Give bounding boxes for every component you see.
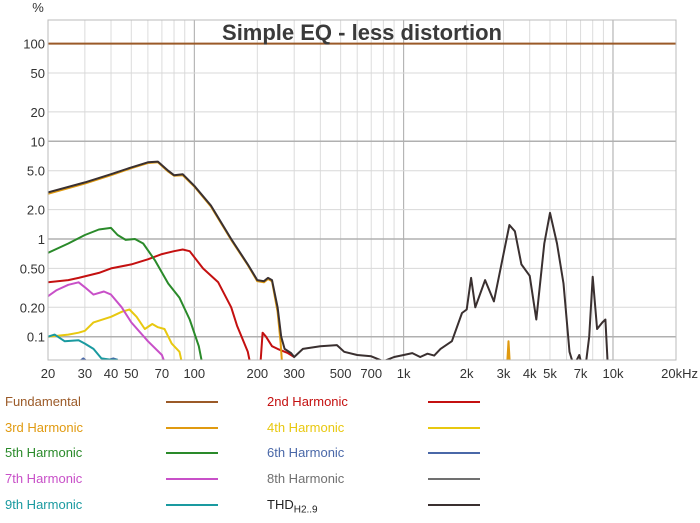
legend-label: 9th Harmonic [5,495,82,515]
x-tick-label: 50 [124,366,138,381]
legend-label-text: 5th Harmonic [5,445,83,461]
legend-label-text: 7th Harmonic [5,471,83,487]
legend-label-text: 8th Harmonic [267,471,345,487]
legend-swatch [428,401,480,403]
x-tick-label: 40 [104,366,118,381]
y-tick-label: 2.0 [27,203,45,218]
x-axis-ticks: 20 30 40 50 70 100 200 300 500 700 1k 2k 3k 4k 5k 7k 10k… [41,366,698,381]
legend-swatch [166,452,218,455]
x-tick-label: 5k [543,366,557,381]
legend-label: 2nd Harmonic [267,392,348,412]
y-tick-label: 100 [23,37,45,52]
x-tick-label: 1k [397,366,411,381]
legend-label-subscript: H2..9 [293,504,318,516]
y-axis-unit: % [32,0,44,15]
legend-swatch [428,503,480,506]
legend-label: 7th Harmonic [5,469,82,489]
legend-label: Fundamental [5,392,81,412]
legend-swatch [428,426,480,429]
series-group [48,42,676,360]
series-line-2nd-harmonic [259,331,295,360]
x-tick-label: 700 [360,366,382,381]
legend-label-text: 4th Harmonic [267,419,345,435]
legend-swatch [166,503,218,506]
x-tick-label: 300 [283,366,305,381]
x-tick-label: 4k [523,366,537,381]
legend-swatch [166,426,218,429]
legend-swatch [428,478,480,481]
legend-label-text: Fundamental [5,394,81,409]
x-tick-label: 30 [78,366,92,381]
x-tick-label: 20kHz [661,366,698,381]
x-tick-label: 500 [330,366,352,381]
legend-label: 6th Harmonic [267,443,344,463]
y-tick-label: 0.50 [20,261,45,276]
y-axis-ticks: 100 50 20 10 5.0 2.0 1 0.50 0.20 0.1 [20,37,45,345]
legend-label-text: 6th Harmonic [267,445,345,461]
x-tick-label: 7k [574,366,588,381]
legend-label: 8th Harmonic [267,469,344,489]
legend-label: 3rd Harmonic [5,418,83,438]
x-tick-label: 100 [183,366,205,381]
legend-swatch [428,452,480,455]
y-tick-label: 1 [38,232,45,247]
legend-swatch [166,478,218,481]
series-line-6th-harmonic [79,357,87,360]
legend-label: THDH2..9 [267,495,318,516]
y-tick-label: 20 [31,105,45,120]
series-line-7th-harmonic [48,281,165,360]
legend-label-text: THD [267,496,294,512]
x-tick-label: 20 [41,366,55,381]
chart-title: Simple EQ - less distortion [222,20,502,45]
chart-canvas: 100 50 20 10 5.0 2.0 1 0.50 0.20 0.1 20 30 40 50 70 10… [20,0,698,381]
series-line-4th-harmonic [48,308,183,360]
legend-swatch [166,401,218,403]
y-tick-label: 10 [31,134,45,149]
y-tick-label: 0.20 [20,300,45,315]
x-tick-label: 2k [460,366,474,381]
y-tick-label: 50 [31,66,45,81]
plot-frame [47,19,677,361]
legend-label-text: 2nd Harmonic [267,394,348,409]
series-line-3rd-harmonic [506,340,511,360]
y-tick-label: 0.1 [27,330,45,345]
series-line-2nd-harmonic [48,248,251,360]
x-tick-label: 70 [155,366,169,381]
legend-label: 5th Harmonic [5,443,82,463]
legend: Fundamental 2nd Harmonic 3rd Harmonic 4th H… [0,390,700,520]
grid [48,20,676,360]
legend-label-text: 3rd Harmonic [5,419,84,435]
series-line-5th-harmonic [48,226,203,360]
legend-label: 4th Harmonic [267,418,344,438]
x-tick-label: 200 [246,366,268,381]
x-tick-label: 10k [603,366,624,381]
series-line-9th-harmonic [48,333,118,360]
legend-label-text: 9th Harmonic [5,496,83,512]
series-line-thd-h2-9 [48,160,609,360]
y-tick-label: 5.0 [27,164,45,179]
x-tick-label: 3k [497,366,511,381]
